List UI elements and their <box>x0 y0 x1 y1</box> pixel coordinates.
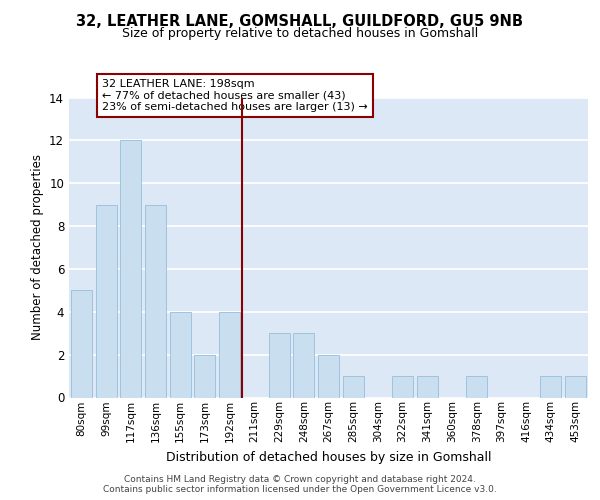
Bar <box>71 290 92 398</box>
Bar <box>392 376 413 398</box>
Bar <box>541 376 562 398</box>
Bar <box>417 376 438 398</box>
Bar <box>269 333 290 398</box>
Text: Size of property relative to detached houses in Gomshall: Size of property relative to detached ho… <box>122 28 478 40</box>
Bar <box>145 204 166 398</box>
Bar <box>95 204 116 398</box>
Bar <box>170 312 191 398</box>
Bar <box>343 376 364 398</box>
Bar <box>194 354 215 398</box>
X-axis label: Distribution of detached houses by size in Gomshall: Distribution of detached houses by size … <box>166 450 491 464</box>
Bar <box>219 312 240 398</box>
Text: Contains HM Land Registry data © Crown copyright and database right 2024.: Contains HM Land Registry data © Crown c… <box>124 475 476 484</box>
Bar <box>120 140 141 398</box>
Bar <box>318 354 339 398</box>
Text: 32, LEATHER LANE, GOMSHALL, GUILDFORD, GU5 9NB: 32, LEATHER LANE, GOMSHALL, GUILDFORD, G… <box>77 14 523 29</box>
Bar <box>565 376 586 398</box>
Text: Contains public sector information licensed under the Open Government Licence v3: Contains public sector information licen… <box>103 485 497 494</box>
Text: 32 LEATHER LANE: 198sqm
← 77% of detached houses are smaller (43)
23% of semi-de: 32 LEATHER LANE: 198sqm ← 77% of detache… <box>103 80 368 112</box>
Bar <box>293 333 314 398</box>
Bar <box>466 376 487 398</box>
Y-axis label: Number of detached properties: Number of detached properties <box>31 154 44 340</box>
